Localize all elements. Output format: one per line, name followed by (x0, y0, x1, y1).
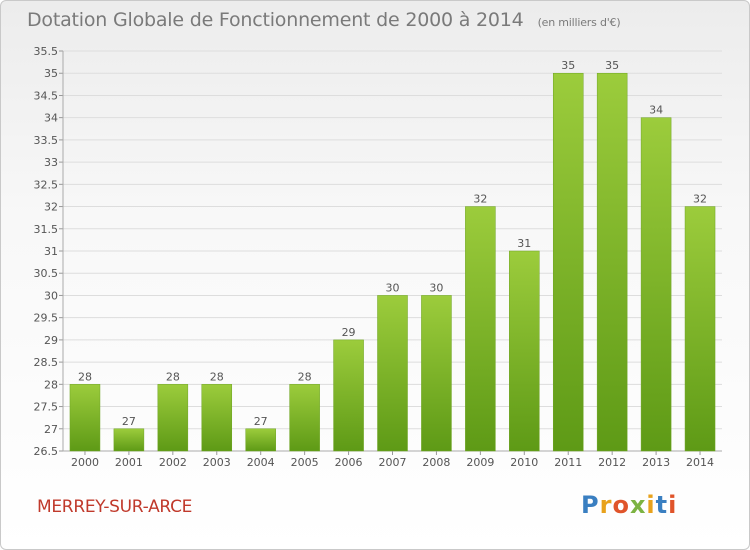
x-tick-label: 2012 (598, 456, 626, 469)
x-tick-label: 2008 (422, 456, 450, 469)
bar (113, 428, 145, 452)
x-tick-label: 2004 (247, 456, 275, 469)
x-tick-label: 2005 (291, 456, 319, 469)
y-tick-label: 27 (44, 423, 58, 436)
data-label: 30 (429, 281, 443, 294)
data-label: 28 (210, 370, 224, 383)
x-tick-label: 2006 (335, 456, 363, 469)
data-label: 27 (254, 415, 268, 428)
bar (69, 384, 101, 452)
y-tick-label: 33 (44, 156, 58, 169)
y-tick-label: 34.5 (34, 89, 59, 102)
bar (157, 384, 189, 452)
data-label: 34 (649, 104, 663, 117)
data-label: 28 (166, 370, 180, 383)
x-tick-label: 2009 (466, 456, 494, 469)
y-tick-label: 30 (44, 289, 58, 302)
bar (201, 384, 233, 452)
bar (421, 295, 452, 452)
x-tick-label: 2014 (686, 456, 714, 469)
data-label: 28 (298, 370, 312, 383)
y-tick-label: 35.5 (34, 45, 59, 58)
y-tick-label: 31 (44, 245, 58, 258)
y-tick-label: 29.5 (34, 312, 59, 325)
bar (377, 295, 408, 452)
x-tick-label: 2011 (554, 456, 582, 469)
bar (596, 72, 628, 452)
x-tick-label: 2000 (71, 456, 99, 469)
x-tick-label: 2002 (159, 456, 187, 469)
bar (465, 206, 496, 452)
commune-name: MERREY-SUR-ARCE (37, 497, 193, 517)
x-tick-label: 2010 (510, 456, 538, 469)
bar (552, 72, 584, 452)
x-tick-label: 2013 (642, 456, 670, 469)
bar (333, 339, 364, 452)
data-label: 28 (78, 370, 92, 383)
y-tick-label: 34 (44, 112, 58, 125)
chart-title: Dotation Globale de Fonctionnement de 20… (27, 9, 621, 31)
bar-chart: 26.5 27 27.5 28 28.5 29 29.5 30 30.5 31 31.5 32 32.5… (34, 45, 722, 469)
bar (509, 250, 540, 452)
data-label: 32 (473, 193, 487, 206)
y-tick-label: 32 (44, 201, 58, 214)
chart-title-text: Dotation Globale de Fonctionnement de 20… (27, 9, 524, 31)
y-tick-label: 29 (44, 334, 58, 347)
proxiti-logo: Proxiti (581, 491, 678, 519)
y-tick-label: 28.5 (34, 356, 59, 369)
data-label: 30 (386, 281, 400, 294)
data-label: 29 (342, 326, 356, 339)
data-label: 31 (517, 237, 531, 250)
y-tick-label: 30.5 (34, 267, 59, 280)
chart-unit: (en milliers d'€) (537, 16, 621, 29)
y-tick-label: 35 (44, 67, 58, 80)
bar (684, 206, 716, 452)
bar (289, 384, 320, 452)
x-tick-label: 2007 (379, 456, 407, 469)
x-tick-label: 2003 (203, 456, 231, 469)
y-tick-label: 27.5 (34, 401, 59, 414)
x-tick-label: 2001 (115, 456, 143, 469)
bar (640, 117, 672, 452)
data-label: 27 (122, 415, 136, 428)
y-tick-label: 28 (44, 378, 58, 391)
data-label: 32 (693, 193, 707, 206)
y-tick-label: 31.5 (34, 223, 59, 236)
data-label: 35 (561, 59, 575, 72)
bar (245, 428, 276, 452)
y-tick-label: 26.5 (34, 445, 59, 458)
y-tick-label: 33.5 (34, 134, 59, 147)
y-tick-label: 32.5 (34, 178, 59, 191)
data-label: 35 (605, 59, 619, 72)
